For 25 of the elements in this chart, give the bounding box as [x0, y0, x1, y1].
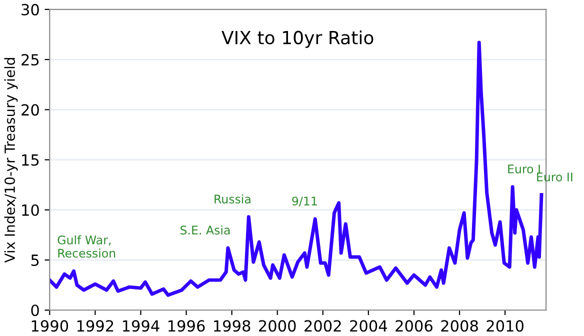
annotation: Russia [214, 194, 250, 204]
x-tick-label: 1990 [32, 320, 68, 332]
x-tick-label: 2006 [396, 320, 432, 332]
x-tick-label: 2004 [350, 320, 388, 332]
y-tick-label: 10 [22, 204, 39, 216]
x-tick-label: 1998 [214, 320, 250, 332]
x-tick-label: 2010 [486, 320, 524, 332]
x-tick-label: 2000 [259, 320, 296, 332]
y-tick-label: 20 [22, 104, 39, 116]
y-tick-label: 0 [31, 304, 39, 316]
y-axis-title: Vix Index/10-yr Treasury yield [4, 58, 18, 263]
x-tick-label: 2002 [304, 320, 341, 332]
y-tick-label: 15 [22, 154, 39, 166]
annotation: 9/11 [292, 196, 317, 206]
text: VIX to 10yr Ratio [222, 30, 374, 48]
annotation: S.E. Asia [180, 225, 230, 235]
x-tick-label: 1994 [122, 320, 160, 332]
y-tick-label: 5 [31, 254, 39, 266]
x-tick-label: 2008 [441, 320, 478, 332]
x-tick-label: 1992 [77, 320, 114, 332]
annotation: Gulf War, Recession [58, 235, 116, 258]
annotation: Euro I [508, 164, 540, 174]
y-tick-label: 30 [22, 4, 39, 16]
y-tick-label: 25 [22, 54, 39, 66]
x-tick-label: 1996 [168, 320, 205, 332]
